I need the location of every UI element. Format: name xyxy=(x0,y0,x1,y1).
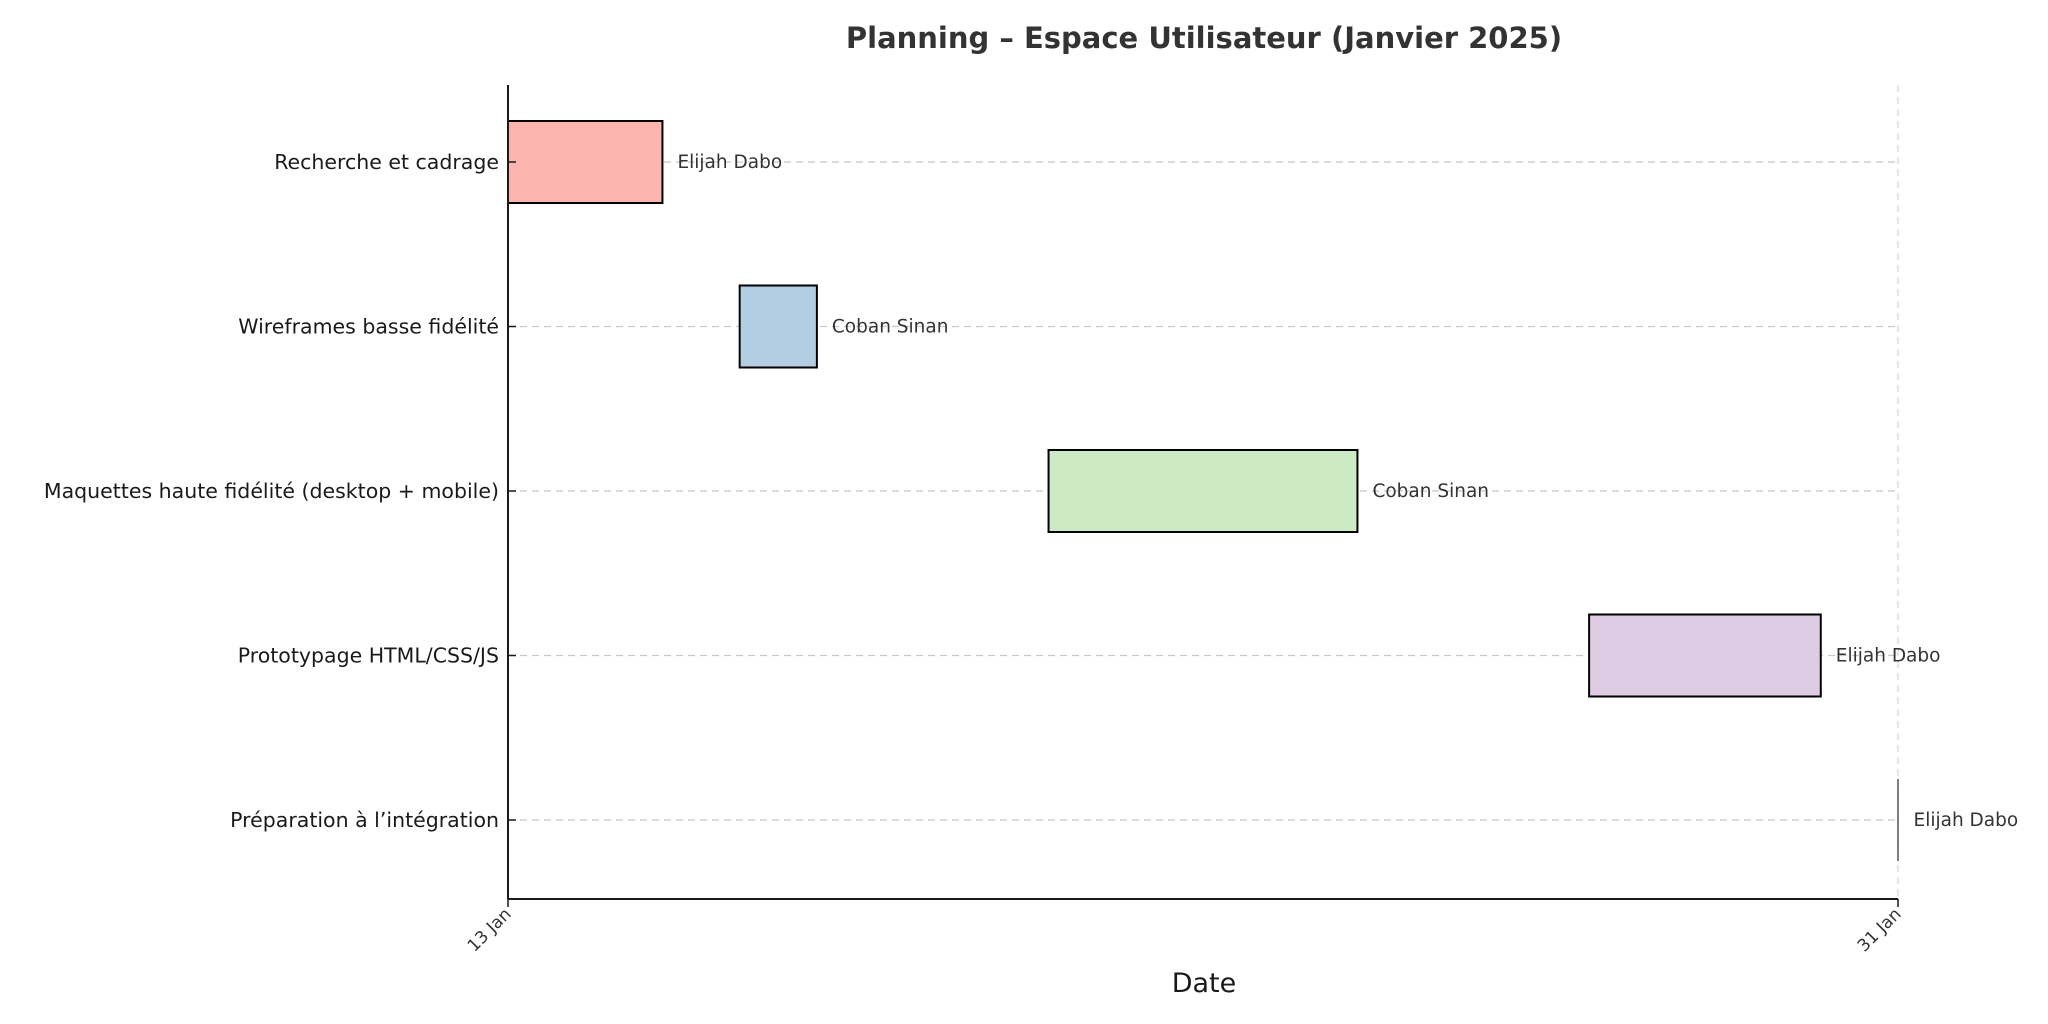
assignee-label: Elijah Dabo xyxy=(1914,810,2019,831)
assignee-label: Coban Sinan xyxy=(1372,481,1489,502)
task-bar xyxy=(738,284,818,369)
task-label: Maquettes haute fidélité (desktop + mobi… xyxy=(44,479,499,503)
labels-layer: Recherche et cadrage Elijah Dabo Wireframe… xyxy=(44,150,2018,956)
task-bar xyxy=(1588,613,1822,698)
task-label: Wireframes basse fidélité xyxy=(238,315,499,339)
task-label: Recherche et cadrage xyxy=(274,150,499,174)
x-tick-label: 31 Jan xyxy=(1854,904,1906,956)
assignee-label: Elijah Dabo xyxy=(677,152,782,173)
task-bar xyxy=(1047,449,1359,533)
assignee-label: Elijah Dabo xyxy=(1836,646,1941,667)
x-tick-label: 13 Jan xyxy=(464,904,516,956)
assignee-label: Coban Sinan xyxy=(832,317,949,338)
task-label: Préparation à l’intégration xyxy=(230,808,499,832)
ticks-layer xyxy=(507,161,1899,907)
chart-title: Planning – Espace Utilisateur (Janvier 2… xyxy=(846,21,1562,55)
task-bar xyxy=(507,120,664,204)
bars-layer xyxy=(507,120,1899,861)
task-label: Prototypage HTML/CSS/JS xyxy=(238,644,499,668)
x-axis-title: Date xyxy=(1172,968,1237,999)
axes-layer xyxy=(507,85,1898,900)
